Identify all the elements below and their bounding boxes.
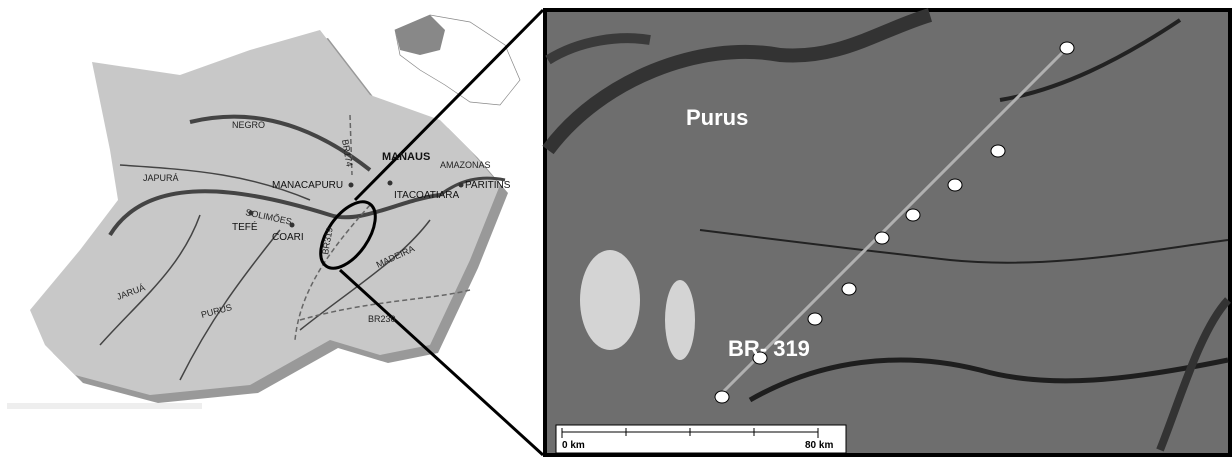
scale-box xyxy=(556,425,846,453)
river-label: NEGRO xyxy=(232,120,265,130)
city-label: MANACAPURU xyxy=(272,180,343,191)
faint-bar xyxy=(7,403,202,409)
scale-label: 0 km xyxy=(562,440,585,451)
city-label: PARITINS xyxy=(465,180,511,191)
city-label: MANAUS xyxy=(382,151,430,163)
city-label: TEFÉ xyxy=(232,220,258,233)
river-label: Purus xyxy=(686,105,748,130)
scale-label: 80 km xyxy=(805,440,833,451)
road-label: BR230 xyxy=(368,314,396,324)
river-label: AMAZONAS xyxy=(440,160,491,170)
map-figure: NEGRO JAPURÁ SOLIMÕES AMAZONAS JARUÁ PUR… xyxy=(0,0,1232,457)
city-label: COARI xyxy=(272,232,304,243)
river-label: JAPURÁ xyxy=(143,173,179,183)
city-label: ITACOATIARA xyxy=(394,190,460,201)
road-label: BR- 319 xyxy=(728,336,810,361)
